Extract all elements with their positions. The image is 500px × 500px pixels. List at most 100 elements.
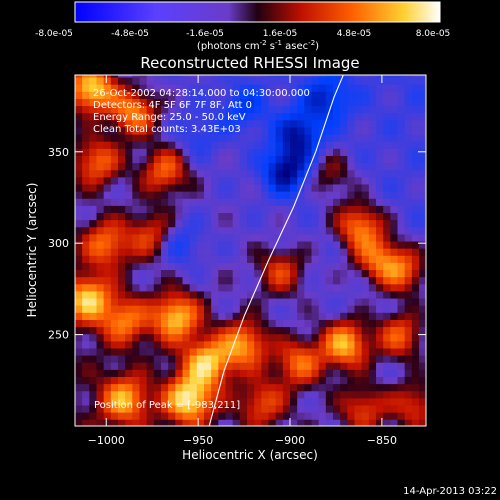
heatmap-cell xyxy=(411,347,420,356)
heatmap-cell xyxy=(261,176,270,185)
heatmap-cell xyxy=(411,404,420,413)
heatmap-cell xyxy=(383,133,392,142)
heatmap-cell xyxy=(247,233,256,242)
heatmap-cell xyxy=(340,76,349,85)
heatmap-cell xyxy=(182,119,191,128)
heatmap-cell xyxy=(110,333,119,342)
heatmap-cell xyxy=(225,247,234,256)
heatmap-cell xyxy=(282,98,291,107)
heatmap-cell xyxy=(368,418,377,426)
heatmap-cell xyxy=(368,176,377,185)
heatmap-cell xyxy=(82,247,91,256)
heatmap-cell xyxy=(204,326,213,335)
heatmap-cell xyxy=(225,319,234,328)
heatmap-cell xyxy=(225,383,234,392)
x-axis-ticks: −1000 −950 −900 −850 xyxy=(88,75,397,447)
heatmap-cell xyxy=(376,133,385,142)
heatmap-cell xyxy=(325,190,334,199)
heatmap-cell xyxy=(297,119,306,128)
heatmap-cell xyxy=(211,333,220,342)
heatmap-cell xyxy=(304,183,313,192)
heatmap-cell xyxy=(225,347,234,356)
heatmap-cell xyxy=(225,233,234,242)
heatmap-cell xyxy=(383,404,392,413)
heatmap-cell xyxy=(182,105,191,114)
heatmap-cell xyxy=(103,397,112,406)
heatmap-cell xyxy=(232,254,241,263)
heatmap-cell xyxy=(254,383,263,392)
heatmap-cell xyxy=(318,340,327,349)
heatmap-cell xyxy=(118,176,127,185)
heatmap-cell xyxy=(275,162,284,171)
heatmap-cell xyxy=(82,140,91,149)
heatmap-cell xyxy=(218,155,227,164)
heatmap-cell xyxy=(304,176,313,185)
heatmap-cell xyxy=(347,247,356,256)
heatmap-cell xyxy=(89,204,98,214)
heatmap-cell xyxy=(225,83,234,92)
heatmap-cell xyxy=(247,361,256,370)
heatmap-cell xyxy=(318,133,327,142)
heatmap-cell xyxy=(153,90,162,99)
heatmap-cell xyxy=(182,290,191,299)
heatmap-cell xyxy=(211,190,220,199)
heatmap-cell xyxy=(89,76,98,85)
heatmap-cell xyxy=(153,297,162,306)
heatmap-cell xyxy=(96,133,105,142)
heatmap-cell xyxy=(225,105,234,114)
heatmap-cell xyxy=(261,204,270,214)
heatmap-cell xyxy=(340,105,349,114)
heatmap-cell xyxy=(347,176,356,185)
heatmap-cell xyxy=(132,212,141,221)
heatmap-cell xyxy=(232,368,241,377)
heatmap-cell xyxy=(254,105,263,114)
heatmap-cell xyxy=(390,155,399,164)
heatmap-cell xyxy=(161,333,170,342)
heatmap-cell xyxy=(232,361,241,370)
heatmap-cell xyxy=(261,297,270,306)
heatmap-cell xyxy=(282,390,291,399)
heatmap-cell xyxy=(204,383,213,392)
heatmap-cell xyxy=(82,176,91,185)
heatmap-cell xyxy=(125,126,134,135)
heatmap-cell xyxy=(153,140,162,149)
heatmap-cell xyxy=(168,190,177,199)
heatmap-cell xyxy=(390,90,399,99)
heatmap-cell xyxy=(232,326,241,335)
heatmap-cell xyxy=(383,311,392,320)
heatmap-cell xyxy=(132,297,141,306)
heatmap-cell xyxy=(232,176,241,185)
heatmap-cell xyxy=(218,311,227,320)
heatmap-cell xyxy=(204,112,213,121)
heatmap-cell xyxy=(110,283,119,292)
heatmap-cell xyxy=(325,290,334,299)
heatmap-cell xyxy=(175,383,184,392)
heatmap-cell xyxy=(96,368,105,377)
heatmap-cell xyxy=(361,418,370,426)
heatmap-cell xyxy=(218,240,227,249)
heatmap-cell xyxy=(390,254,399,263)
heatmap-cell xyxy=(153,354,162,363)
heatmap-cell xyxy=(239,411,248,420)
heatmap-cell xyxy=(404,197,413,206)
heatmap-cell xyxy=(261,383,270,392)
heatmap-cell xyxy=(397,311,406,320)
heatmap-cell xyxy=(182,162,191,171)
heatmap-cell xyxy=(211,276,220,285)
heatmap-cell xyxy=(82,418,91,426)
heatmap-cell xyxy=(204,311,213,320)
heatmap-cell xyxy=(232,347,241,356)
heatmap-cell xyxy=(161,290,170,299)
heatmap-cell xyxy=(368,247,377,256)
heatmap-cell xyxy=(82,126,91,135)
heatmap-cell xyxy=(211,376,220,385)
heatmap-cell xyxy=(340,98,349,107)
heatmap-cell xyxy=(311,112,320,121)
heatmap-cell xyxy=(325,90,334,99)
heatmap-cell xyxy=(268,254,277,263)
heatmap-cell xyxy=(397,98,406,107)
heatmap-cell xyxy=(89,269,98,278)
heatmap-cell xyxy=(340,254,349,263)
heatmap-cell xyxy=(383,304,392,313)
heatmap-cell xyxy=(340,226,349,235)
